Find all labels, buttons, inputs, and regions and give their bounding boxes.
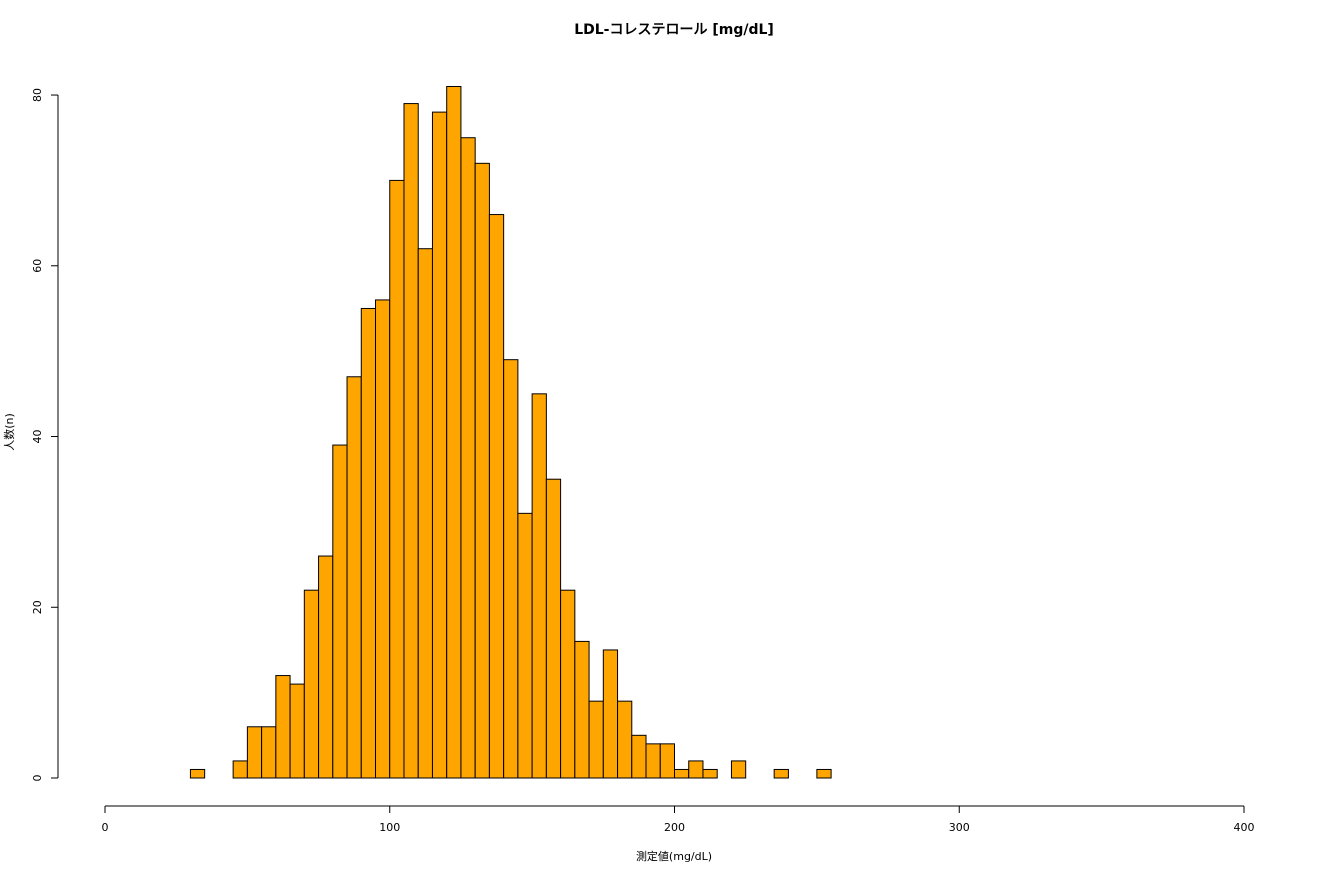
- bar: [232, 760, 248, 779]
- bar: [360, 307, 377, 779]
- bar: [574, 640, 590, 779]
- bar: [460, 137, 476, 779]
- bar: [246, 726, 263, 779]
- bar: [617, 700, 633, 779]
- bar: [189, 768, 206, 779]
- bar: [730, 760, 747, 779]
- bar: [531, 393, 547, 779]
- bar: [773, 768, 789, 779]
- bar: [474, 162, 490, 779]
- bar: [517, 512, 533, 779]
- y-tick-label: 0: [31, 775, 44, 782]
- bar: [332, 444, 348, 779]
- bar: [446, 86, 462, 779]
- bar: [560, 589, 576, 779]
- bar: [688, 760, 704, 779]
- x-tick-label: 100: [379, 821, 400, 834]
- x-tick-label: 300: [949, 821, 970, 834]
- x-tick-label: 200: [664, 821, 685, 834]
- bar: [275, 675, 291, 779]
- x-tick-label: 400: [1234, 821, 1255, 834]
- bar: [261, 726, 277, 779]
- x-tick-label: 0: [102, 821, 109, 834]
- bar: [431, 111, 448, 779]
- bar: [645, 743, 661, 779]
- x-axis-label: 測定値(mg/dL): [636, 849, 712, 863]
- bar: [417, 248, 433, 779]
- bar: [588, 700, 604, 779]
- chart-title: LDL-コレステロール [mg/dL]: [574, 22, 774, 38]
- bar: [503, 359, 519, 779]
- y-tick-label: 60: [31, 259, 44, 273]
- bar: [375, 299, 391, 779]
- bar: [816, 768, 832, 779]
- y-axis-label: 人数(n): [3, 413, 16, 451]
- bar: [602, 649, 619, 779]
- bar: [702, 768, 718, 779]
- bar: [659, 743, 676, 779]
- bar: [303, 589, 320, 779]
- bar: [389, 179, 405, 779]
- bar: [631, 734, 647, 779]
- bar: [289, 683, 305, 779]
- bar: [346, 376, 362, 779]
- y-tick-label: 80: [31, 88, 44, 102]
- bar: [545, 478, 562, 779]
- bar: [488, 214, 505, 779]
- bar: [318, 555, 334, 779]
- bar: [403, 103, 419, 779]
- y-tick-label: 40: [31, 430, 44, 444]
- bar: [674, 768, 690, 779]
- y-tick-label: 20: [31, 600, 44, 614]
